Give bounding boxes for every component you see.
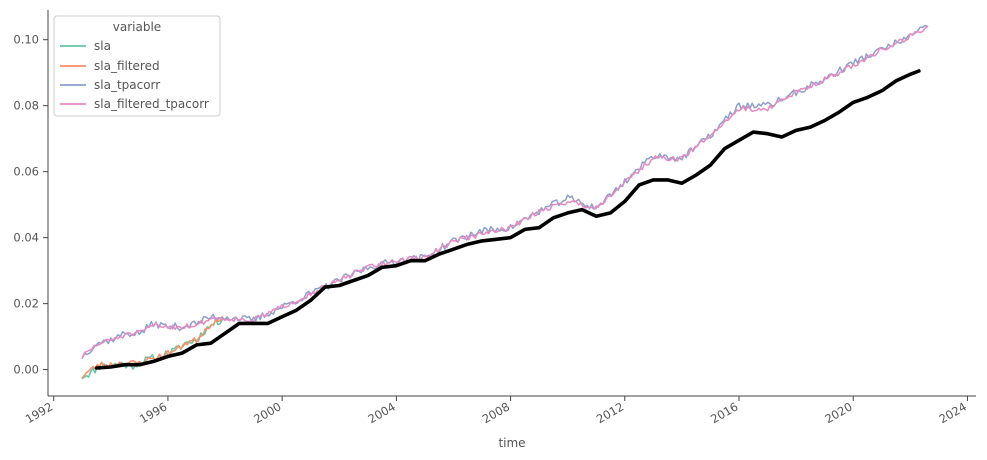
x-tick-label: 2008 bbox=[480, 399, 512, 426]
y-tick-label: 0.06 bbox=[13, 165, 39, 179]
y-tick-label: 0.02 bbox=[13, 297, 39, 311]
x-tick-label: 1996 bbox=[137, 399, 169, 426]
legend-label-sla: sla bbox=[94, 39, 111, 53]
y-tick-label: 0.10 bbox=[13, 33, 39, 47]
y-tick-label: 0.08 bbox=[13, 99, 39, 113]
legend-box bbox=[53, 15, 221, 117]
x-tick-label: 2020 bbox=[822, 399, 854, 426]
x-axis-title: time bbox=[498, 436, 525, 450]
x-tick-label: 2000 bbox=[251, 399, 283, 426]
y-tick-label: 0.00 bbox=[13, 363, 39, 377]
x-tick-label: 1992 bbox=[23, 399, 55, 426]
series-line-sla-filtered bbox=[81, 316, 223, 379]
legend-item-sla-filtered: sla_filtered bbox=[60, 59, 160, 73]
legend-label-sla-filtered: sla_filtered bbox=[94, 59, 160, 73]
legend: variable sla sla_filtered sla_tpacorr sl… bbox=[53, 15, 221, 117]
series-line-sla-filtered-tpacorr bbox=[81, 25, 929, 359]
legend-label-sla-tpacorr: sla_tpacorr bbox=[94, 78, 160, 92]
legend-item-sla-filtered-tpacorr: sla_filtered_tpacorr bbox=[60, 97, 209, 111]
legend-item-sla-tpacorr: sla_tpacorr bbox=[60, 78, 160, 92]
series-line-sla bbox=[81, 317, 223, 380]
series-layer bbox=[81, 24, 929, 380]
axes-layer bbox=[47, 10, 976, 397]
legend-item-sla: sla bbox=[60, 39, 111, 53]
x-tick-label: 2004 bbox=[366, 399, 398, 426]
x-tick-label: 2016 bbox=[708, 399, 740, 426]
legend-title: variable bbox=[113, 20, 161, 34]
x-tick-label: 2024 bbox=[937, 399, 969, 426]
x-tick-label: 2012 bbox=[594, 399, 626, 426]
smoothed-series-line bbox=[94, 69, 921, 370]
y-tick-label: 0.04 bbox=[13, 231, 39, 245]
legend-label-sla-filtered-tpacorr: sla_filtered_tpacorr bbox=[94, 97, 209, 111]
